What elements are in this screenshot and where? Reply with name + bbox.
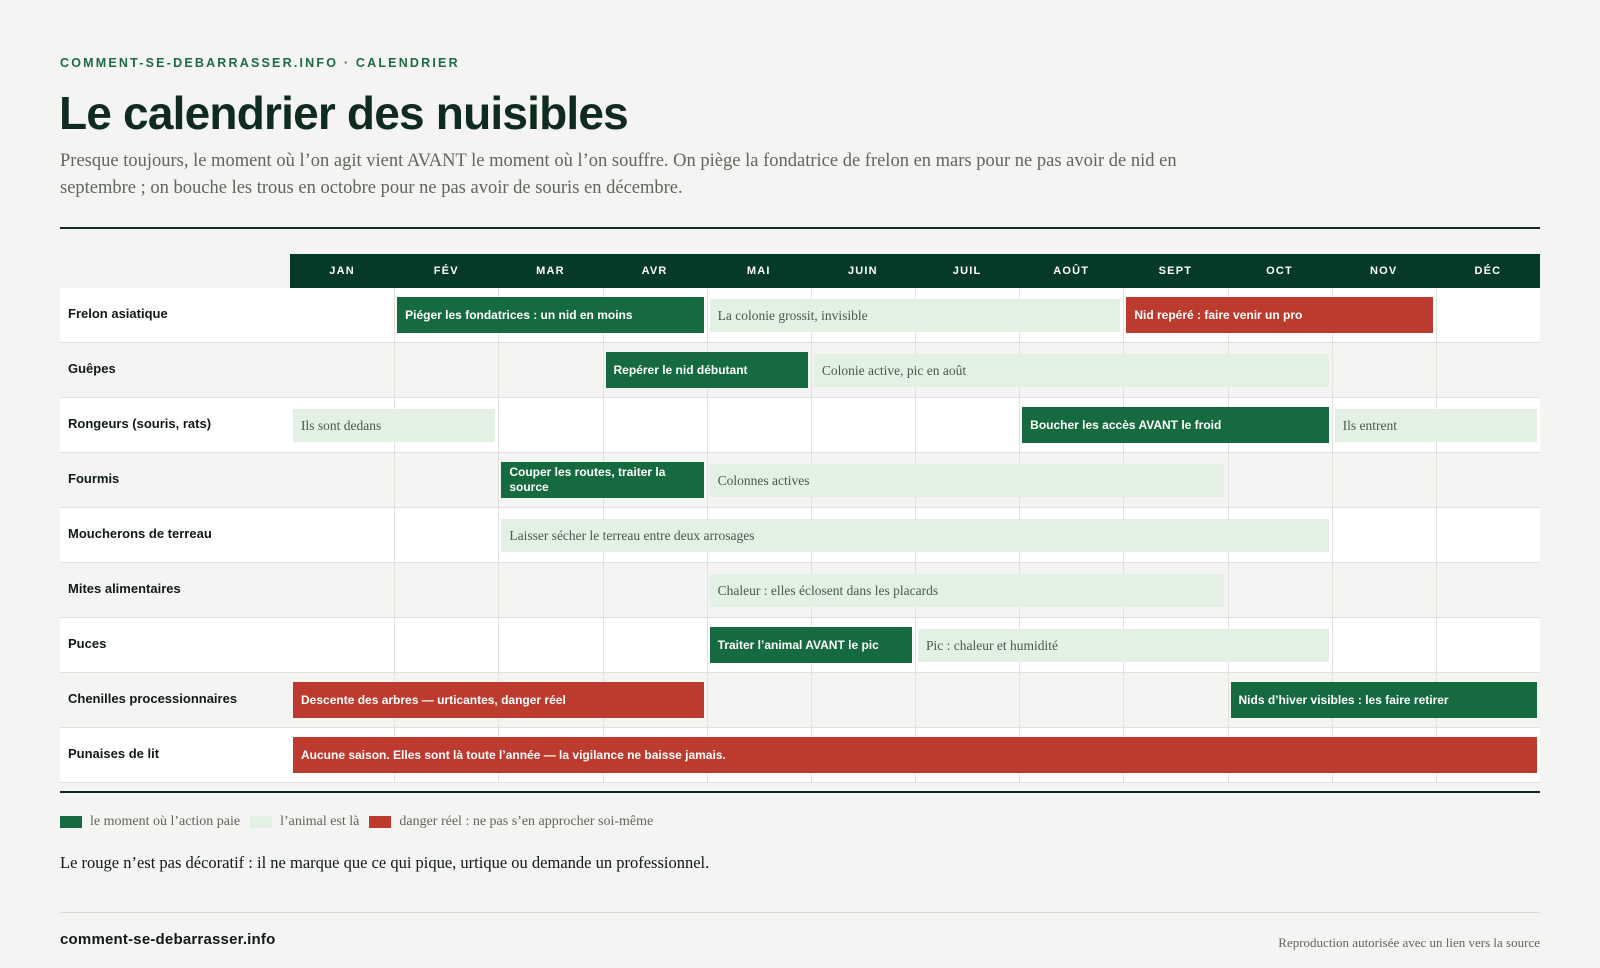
legend-swatch bbox=[250, 816, 273, 828]
period-bar-action: Couper les routes, traiter la source bbox=[501, 462, 704, 498]
legend-label: l’animal est là bbox=[280, 814, 360, 829]
top-rule bbox=[60, 227, 1540, 229]
pest-name: Frelon asiatique bbox=[68, 306, 168, 321]
month-gridline bbox=[394, 288, 396, 783]
legend-label: le moment où l’action paie bbox=[90, 814, 241, 829]
footer-site-name: comment-se-debarrasser.info bbox=[60, 931, 276, 948]
page-title: Le calendrier des nuisibles bbox=[59, 87, 629, 139]
pest-name: Fourmis bbox=[68, 471, 120, 486]
period-bar-action: Traiter l’animal AVANT le pic bbox=[709, 627, 912, 663]
month-label: JUIL bbox=[952, 265, 982, 277]
period-bar-present: Pic : chaleur et humidité bbox=[918, 629, 1329, 662]
legend-swatch bbox=[369, 816, 392, 828]
period-bar-present: La colonie grossit, invisible bbox=[709, 299, 1121, 332]
month-label: MAI bbox=[746, 265, 771, 277]
legend-label: danger réel : ne pas s’en approcher soi-… bbox=[399, 814, 654, 829]
month-label: NOV bbox=[1370, 265, 1398, 277]
month-header: JAN FÉV MAR AVR MAI JUIN JUIL AOÛT SEPT OCT NOV DÉC bbox=[290, 254, 1540, 288]
period-bar-present: Ils entrent bbox=[1334, 409, 1537, 442]
period-bar-action: Nids d’hiver visibles : les faire retire… bbox=[1230, 682, 1537, 718]
month-label: OCT bbox=[1266, 265, 1293, 277]
month-gridline bbox=[1435, 288, 1437, 783]
footer-rights: Reproduction autorisée avec un lien vers… bbox=[1278, 935, 1540, 950]
pest-name: Chenilles processionnaires bbox=[68, 691, 238, 706]
period-bar-present: Ils sont dedans bbox=[293, 409, 496, 442]
period-bar-danger: Aucune saison. Elles sont là toute l’ann… bbox=[293, 737, 1537, 773]
pest-name: Moucherons de terreau bbox=[68, 526, 212, 541]
footer-rule bbox=[60, 912, 1540, 913]
period-bar-action: Repérer le nid débutant bbox=[605, 352, 808, 388]
period-bar-present: Colonie active, pic en août bbox=[813, 354, 1329, 387]
pest-calendar-grid: JAN FÉV MAR AVR MAI JUIN JUIL AOÛT SEPT OCT NOV DÉC… bbox=[60, 254, 1540, 791]
period-bar-action: Boucher les accès AVANT le froid bbox=[1022, 407, 1329, 443]
month-gridline bbox=[498, 288, 500, 783]
red-meaning-note: Le rouge n’est pas décoratif : il ne mar… bbox=[60, 853, 710, 872]
month-label: MAR bbox=[536, 265, 565, 277]
month-label: JAN bbox=[329, 265, 355, 277]
month-label: JUIN bbox=[847, 265, 878, 277]
legend-item-danger: danger réel : ne pas s’en approcher soi-… bbox=[369, 814, 653, 830]
month-label: AVR bbox=[641, 265, 668, 277]
period-bar-present: Chaleur : elles éclosent dans les placar… bbox=[709, 574, 1225, 607]
pest-name: Rongeurs (souris, rats) bbox=[68, 416, 212, 431]
bottom-rule bbox=[60, 791, 1540, 793]
period-bar-danger: Nid repéré : faire venir un pro bbox=[1126, 297, 1433, 333]
pest-name: Mites alimentaires bbox=[68, 581, 181, 596]
pest-name: Puces bbox=[68, 636, 107, 651]
legend: le moment où l’action paie l’animal est l… bbox=[60, 814, 663, 830]
lede-paragraph: Presque toujours, le moment où l’on agit… bbox=[60, 151, 1177, 198]
legend-item-action: le moment où l’action paie bbox=[60, 814, 240, 830]
period-bar-danger: Descente des arbres — urticantes, danger… bbox=[293, 682, 704, 718]
pest-name: Guêpes bbox=[68, 361, 116, 376]
legend-swatch bbox=[60, 816, 82, 828]
month-label: FÉV bbox=[433, 265, 459, 277]
period-bar-present: Laisser sécher le terreau entre deux arr… bbox=[501, 519, 1329, 552]
month-label: AOÛT bbox=[1053, 265, 1090, 277]
month-gridline bbox=[1331, 288, 1333, 783]
month-label: SEPT bbox=[1158, 265, 1193, 277]
legend-item-present: l’animal est là bbox=[250, 814, 359, 830]
kicker: COMMENT-SE-DEBARRASSER.INFO · CALENDRIER bbox=[60, 56, 460, 70]
period-bar-present: Colonnes actives bbox=[709, 464, 1225, 497]
pest-name: Punaises de lit bbox=[68, 746, 160, 761]
period-bar-action: Piéger les fondatrices : un nid en moins bbox=[397, 297, 704, 333]
month-label: DÉC bbox=[1474, 265, 1502, 277]
